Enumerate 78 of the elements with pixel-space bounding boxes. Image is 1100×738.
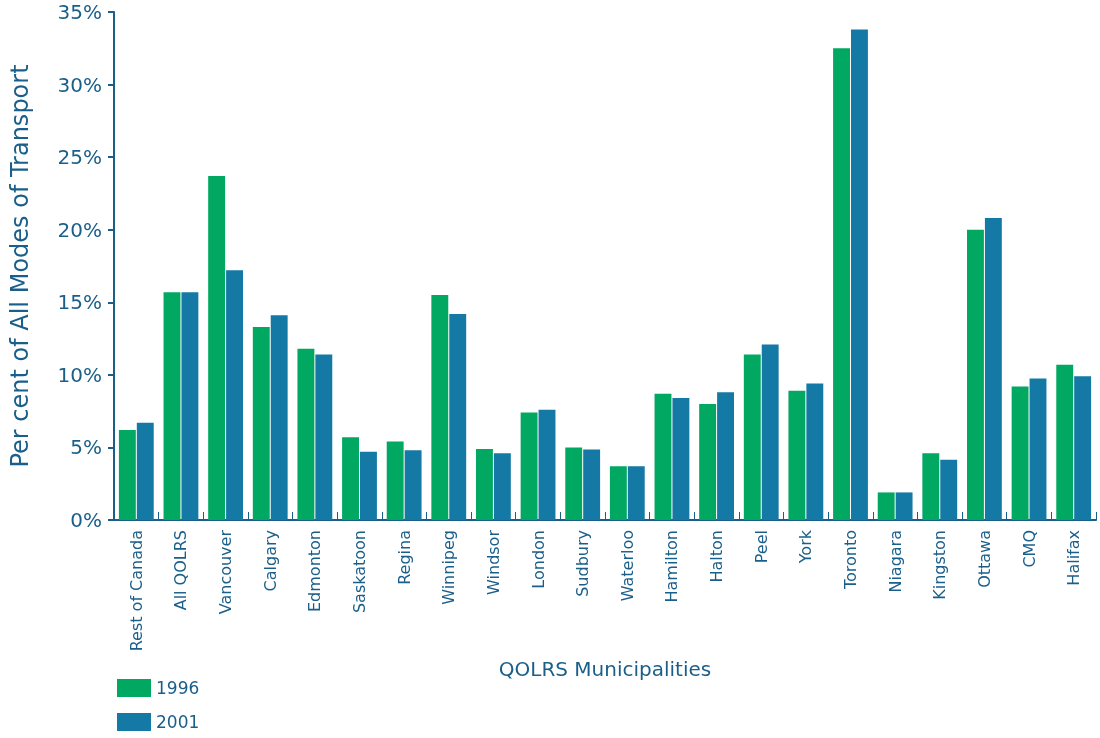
y-tick-label: 25% (57, 145, 102, 170)
x-tick-label: Rest of Canada (126, 530, 146, 652)
bar (226, 270, 243, 520)
bar (208, 176, 226, 520)
bar (360, 451, 377, 520)
x-tick-label: Niagara (885, 530, 905, 593)
x-tick-label: Sudbury (573, 530, 593, 597)
y-tick-label: 0% (70, 508, 102, 532)
bar (922, 453, 940, 520)
x-tick-label: Windsor (483, 529, 503, 595)
x-tick-label: CMQ (1019, 530, 1039, 568)
bar (1011, 386, 1029, 520)
x-tick-label: Vancouver (216, 529, 236, 615)
x-tick-label: Toronto (841, 530, 860, 591)
x-tick-label: Edmonton (305, 530, 325, 612)
bar (699, 403, 717, 520)
bar (967, 229, 984, 520)
bar (386, 441, 404, 520)
y-tick-label: 5% (70, 435, 102, 460)
bar (565, 447, 583, 520)
bar (538, 409, 556, 520)
bar (163, 292, 181, 520)
x-tick-label: Calgary (260, 530, 280, 592)
x-tick-label: London (528, 530, 548, 589)
bar (404, 450, 422, 520)
y-axis-title: Per cent of All Modes of Transport (6, 64, 34, 468)
x-tick-label: York (796, 529, 816, 565)
bar (520, 412, 538, 520)
bar (851, 29, 868, 520)
bar (654, 393, 672, 520)
bar (118, 430, 136, 520)
bar (431, 295, 449, 520)
bar (493, 453, 511, 520)
bar (672, 398, 690, 520)
bar (297, 348, 315, 520)
x-tick-label: Kingston (930, 530, 950, 600)
x-tick-label: Winnipeg (439, 530, 459, 605)
bar (252, 326, 270, 520)
x-tick-label: Ottawa (974, 530, 994, 588)
bar (743, 354, 761, 520)
x-tick-label: Regina (394, 530, 414, 585)
bar (788, 390, 806, 520)
bar (270, 315, 288, 520)
bar (1029, 378, 1047, 520)
bar (609, 466, 627, 520)
bar (761, 344, 779, 520)
bar (806, 383, 824, 520)
bar (315, 354, 333, 520)
bar (627, 466, 645, 520)
bar (476, 448, 493, 520)
y-tick-label: 20% (57, 217, 102, 242)
x-tick-label: Saskatoon (350, 530, 369, 614)
bar (1056, 364, 1074, 520)
y-tick-label: 35% (57, 0, 102, 24)
bar (181, 292, 199, 520)
bar (940, 459, 958, 520)
y-tick-label: 10% (57, 362, 102, 387)
bar (1074, 376, 1092, 520)
x-tick-label: Peel (751, 530, 771, 564)
x-tick-label: Halton (707, 530, 727, 583)
bar (984, 218, 1002, 520)
x-tick-label: All QOLRS (171, 530, 191, 611)
legend-label: 2001 (156, 712, 200, 732)
bar (449, 313, 467, 520)
x-tick-label: Hamilton (662, 530, 682, 603)
y-tick-label: 30% (57, 72, 102, 97)
x-axis-title: QOLRS Municipalities (498, 657, 712, 682)
bar (877, 492, 895, 520)
bar (717, 392, 734, 520)
y-tick-label: 15% (57, 290, 102, 315)
bar (833, 48, 850, 520)
bar (895, 492, 913, 520)
bar (136, 422, 154, 520)
x-tick-label: Waterloo (617, 530, 637, 602)
bar (342, 437, 359, 520)
legend-label: 1996 (156, 678, 200, 698)
bar (583, 449, 601, 520)
x-tick-label: Halifax (1064, 530, 1084, 586)
